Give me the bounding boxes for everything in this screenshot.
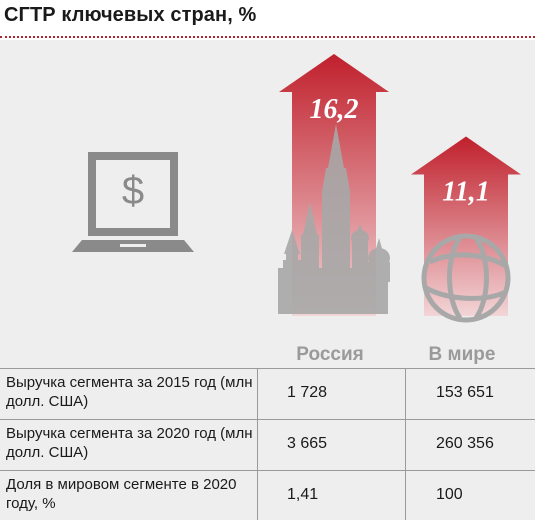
table-row: Доля в мировом сегменте в 2020 году, % 1…: [0, 470, 535, 520]
value-label: 16,2: [310, 94, 359, 125]
russia-value: 3 665: [287, 435, 328, 452]
table-divider: [0, 470, 535, 471]
world-value: 153 651: [436, 384, 494, 401]
growth-arrow-world: [411, 136, 521, 316]
laptop-dollar-icon: $: [72, 152, 194, 252]
row-label: Выручка сегмента за 2020 год (млн долл. …: [6, 425, 253, 461]
table-row: Выручка сегмента за 2015 год (млн долл. …: [0, 368, 535, 418]
svg-text:$: $: [122, 169, 144, 213]
column-divider: [405, 368, 406, 520]
category-label: В мире: [429, 344, 496, 365]
table-divider: [0, 419, 535, 420]
world-value: 100: [436, 486, 463, 503]
category-label: Россия: [296, 344, 363, 365]
globe-icon: [421, 233, 511, 323]
russia-value: 1 728: [287, 384, 328, 401]
row-label: Выручка сегмента за 2015 год (млн долл. …: [6, 374, 253, 410]
table-row: Выручка сегмента за 2020 год (млн долл. …: [0, 419, 535, 469]
table-divider: [0, 368, 535, 369]
page-title: СГТР ключевых стран, %: [4, 4, 257, 26]
growth-chart: $ 16,2 11,1: [72, 54, 521, 365]
column-divider: [257, 368, 258, 520]
kremlin-icon: [278, 124, 390, 314]
value-label: 11,1: [442, 176, 489, 207]
title-divider: [0, 36, 535, 38]
row-label: Доля в мировом сегменте в 2020 году, %: [6, 476, 237, 512]
stats-table: Выручка сегмента за 2015 год (млн долл. …: [0, 368, 535, 520]
world-value: 260 356: [436, 435, 494, 452]
russia-value: 1,41: [287, 486, 319, 503]
